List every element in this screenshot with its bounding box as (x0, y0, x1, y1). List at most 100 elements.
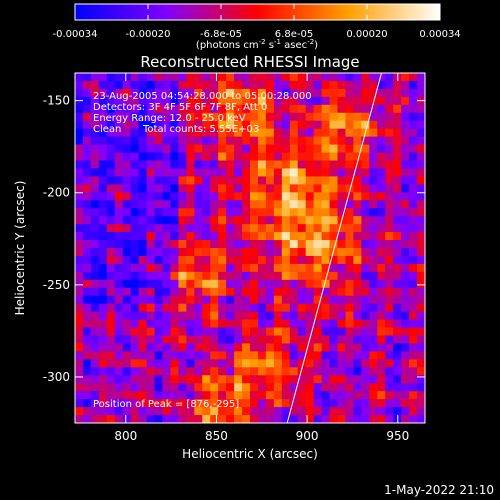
heatmap-cell (329, 391, 338, 400)
heatmap-cell (186, 80, 195, 90)
heatmap-cell (313, 240, 323, 249)
heatmap-cell (138, 240, 148, 249)
heatmap-cell (122, 224, 132, 233)
heatmap-cell (377, 184, 386, 193)
heatmap-cell (257, 176, 267, 185)
heatmap-cell (90, 88, 100, 98)
heatmap-cell (75, 407, 84, 416)
heatmap-cell (106, 152, 116, 161)
heatmap-cell (162, 200, 171, 209)
heatmap-cell (162, 319, 171, 329)
heatmap-cell (82, 383, 92, 392)
heatmap-cell (226, 168, 235, 177)
colorbar-tick-label: 0.00020 (346, 29, 387, 40)
heatmap-cell (273, 96, 283, 106)
heatmap-cell (369, 415, 378, 423)
heatmap-cell (226, 327, 235, 336)
heatmap-cell (226, 375, 235, 384)
heatmap-cell (361, 415, 370, 423)
heatmap-cell (321, 104, 331, 114)
heatmap-cell (138, 335, 148, 344)
heatmap-cell (313, 319, 323, 329)
heatmap-cell (273, 80, 283, 90)
heatmap-cell (178, 216, 187, 225)
heatmap-cell (82, 232, 92, 241)
heatmap-cell (122, 88, 132, 98)
heatmap-cell (210, 351, 219, 360)
heatmap-cell (417, 391, 425, 400)
heatmap-cell (218, 136, 227, 146)
heatmap-cell (122, 136, 132, 146)
heatmap-cell (202, 359, 211, 368)
heatmap-cell (218, 208, 227, 217)
heatmap-cell (361, 80, 370, 90)
heatmap-cell (154, 367, 163, 376)
heatmap-cell (122, 216, 132, 225)
heatmap-cell (234, 295, 243, 305)
heatmap-cell (345, 120, 354, 130)
heatmap-cell (393, 160, 402, 169)
heatmap-cell (234, 375, 243, 384)
heatmap-cell (393, 335, 402, 344)
heatmap-cell (90, 399, 100, 408)
heatmap-cell (98, 327, 108, 336)
heatmap-cell (305, 80, 315, 90)
heatmap-cell (321, 375, 331, 384)
heatmap-cell (313, 216, 323, 225)
heatmap-cell (122, 112, 132, 122)
heatmap-cell (170, 359, 179, 368)
heatmap-cell (361, 112, 370, 122)
heatmap-cell (345, 271, 354, 281)
heatmap-cell (122, 319, 132, 329)
heatmap-cell (186, 367, 195, 376)
heatmap-cell (289, 160, 299, 169)
heatmap-cell (162, 248, 171, 257)
heatmap-cell (170, 319, 179, 329)
heatmap-cell (289, 80, 299, 90)
heatmap-cell (393, 192, 402, 201)
heatmap-cell (242, 144, 251, 154)
heatmap-cell (401, 327, 410, 336)
heatmap-cell (401, 128, 410, 138)
heatmap-cell (281, 88, 291, 98)
heatmap-cell (98, 407, 108, 416)
heatmap-cell (114, 367, 124, 376)
heatmap-cell (242, 351, 251, 360)
heatmap-cell (186, 176, 195, 185)
heatmap-cell (313, 327, 323, 336)
heatmap-cell (138, 160, 148, 169)
heatmap-cell (361, 248, 370, 257)
heatmap-cell (106, 200, 116, 209)
heatmap-cell (377, 383, 386, 392)
heatmap-cell (218, 176, 227, 185)
heatmap-cell (130, 192, 140, 201)
heatmap-cell (393, 375, 402, 384)
heatmap-cell (265, 407, 275, 416)
heatmap-cell (385, 287, 394, 297)
heatmap-cell (257, 200, 267, 209)
heatmap-cell (218, 311, 227, 321)
heatmap-cell (313, 120, 323, 130)
heatmap-cell (106, 303, 116, 313)
heatmap-cell (194, 303, 203, 313)
heatmap-cell (234, 80, 243, 90)
heatmap-cell (281, 415, 291, 423)
heatmap-cell (417, 80, 425, 90)
heatmap-cell (202, 240, 211, 249)
heatmap-cell (313, 407, 323, 416)
heatmap-cell (146, 391, 156, 400)
heatmap-cell (250, 271, 259, 281)
heatmap-cell (186, 311, 195, 321)
heatmap-cell (186, 295, 195, 305)
heatmap-cell (329, 367, 338, 376)
heatmap-cell (321, 176, 331, 185)
heatmap-cell (210, 104, 219, 114)
heatmap-cell (417, 120, 425, 130)
heatmap-cell (98, 168, 108, 177)
heatmap-cell (194, 80, 203, 90)
heatmap-cell (162, 240, 171, 249)
heatmap-cell (138, 144, 148, 154)
heatmap-cell (250, 80, 259, 90)
heatmap-cell (353, 112, 362, 122)
heatmap-cell (130, 200, 140, 209)
